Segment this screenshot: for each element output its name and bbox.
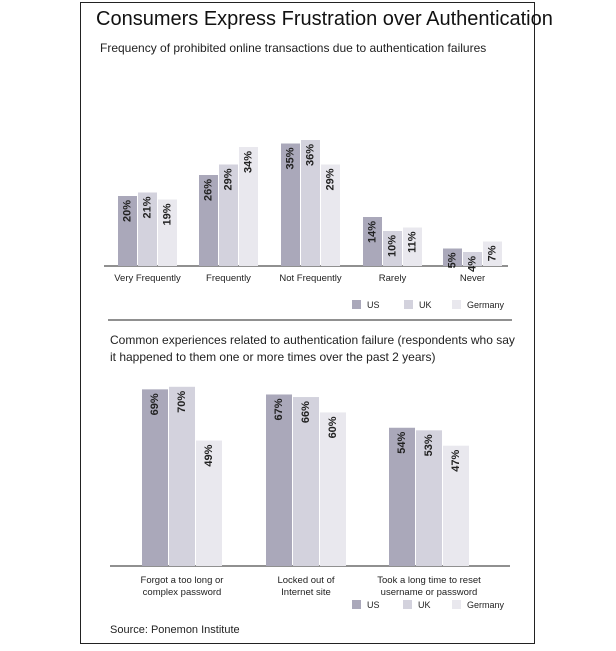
chart1-category-label: Very Frequently <box>114 273 181 284</box>
chart2-data-label: 70% <box>176 391 188 413</box>
chart2-data-label: 53% <box>423 434 435 456</box>
chart1-bar-uk <box>463 252 482 266</box>
chart2-data-label: 49% <box>203 444 215 466</box>
chart1-data-label: 19% <box>162 203 174 225</box>
chart1-data-label: 26% <box>203 179 215 201</box>
chart1-bar-germany <box>239 147 258 266</box>
chart2-data-label: 54% <box>396 432 408 454</box>
chart2-bar-uk <box>169 386 195 566</box>
chart2-category-label: complex password <box>143 587 222 598</box>
chart2-legend-label: US <box>367 600 380 610</box>
chart1-bar-germany <box>321 164 340 266</box>
chart1-bar-germany <box>483 241 502 266</box>
chart2-category-label: username or password <box>381 587 478 598</box>
chart1-bar-uk <box>301 140 320 266</box>
chart2-data-label: 66% <box>300 401 312 423</box>
chart2-data-label: 47% <box>450 449 462 471</box>
chart1-data-label: 35% <box>285 147 297 169</box>
chart1-bar-germany <box>403 227 422 266</box>
chart1-bar-us <box>363 217 382 266</box>
chart1-bar-uk <box>138 192 157 266</box>
chart1-data-label: 21% <box>142 196 154 218</box>
chart1-category-label: Rarely <box>379 273 407 284</box>
chart2-bar-germany <box>196 440 222 566</box>
chart2-legend-label: UK <box>418 600 431 610</box>
chart1-data-label: 34% <box>243 151 255 173</box>
chart1-legend-swatch-uk <box>404 300 413 309</box>
chart1-legend-label: US <box>367 300 380 310</box>
chart2-category-label: Internet site <box>281 587 331 598</box>
chart1-bar-us <box>118 196 137 266</box>
chart1-category-label: Frequently <box>206 273 251 284</box>
chart2-bar-uk <box>416 430 442 566</box>
chart1-data-label: 20% <box>122 200 134 222</box>
chart1-data-label: 29% <box>325 168 337 190</box>
chart2-title: Common experiences related to authentica… <box>110 333 515 364</box>
chart2-category-label: Forgot a too long or <box>141 575 224 586</box>
chart1-data-label: 29% <box>223 168 235 190</box>
chart1-data-label: 36% <box>305 144 317 166</box>
chart1-data-label: 4% <box>467 256 479 272</box>
chart1-bar-us <box>281 143 300 266</box>
chart2-legend-label: Germany <box>467 600 505 610</box>
chart1-data-label: 7% <box>487 245 499 261</box>
chart2-bar-germany <box>443 445 469 566</box>
chart2-category-label: Took a long time to reset <box>377 575 481 586</box>
chart2-data-label: 60% <box>327 416 339 438</box>
chart1-bar-us <box>443 248 462 266</box>
chart1-bar-uk <box>383 231 402 266</box>
chart1-bar-us <box>199 175 218 266</box>
chart2-bar-uk <box>293 397 319 566</box>
chart2-bar-us <box>142 389 168 566</box>
chart2-legend-swatch-germany <box>452 600 461 609</box>
chart1-data-label: 11% <box>407 231 419 253</box>
chart2-legend-swatch-uk <box>403 600 412 609</box>
chart2-data-label: 67% <box>273 398 285 420</box>
chart2-bar-us <box>266 394 292 566</box>
chart1-bar-uk <box>219 164 238 266</box>
chart2-bar-germany <box>320 412 346 566</box>
chart1-bar-germany <box>158 199 177 266</box>
chart1-legend-label: Germany <box>467 300 505 310</box>
chart1-legend-swatch-germany <box>452 300 461 309</box>
chart2-bar-us <box>389 427 415 566</box>
source-note: Source: Ponemon Institute <box>110 624 240 636</box>
chart1-category-label: Not Frequently <box>279 273 342 284</box>
chart1-legend-label: UK <box>419 300 432 310</box>
page-title: Consumers Express Frustration over Authe… <box>96 8 553 30</box>
chart1-data-label: 10% <box>387 235 399 257</box>
chart1-legend-swatch-us <box>352 300 361 309</box>
chart2-legend-swatch-us <box>352 600 361 609</box>
chart1-data-label: 14% <box>367 221 379 243</box>
chart1-data-label: 5% <box>447 252 459 268</box>
chart1-category-label: Never <box>460 273 485 284</box>
chart2-category-label: Locked out of <box>277 575 334 586</box>
chart2-data-label: 69% <box>149 393 161 415</box>
chart1-title: Frequency of prohibited online transacti… <box>100 41 487 55</box>
